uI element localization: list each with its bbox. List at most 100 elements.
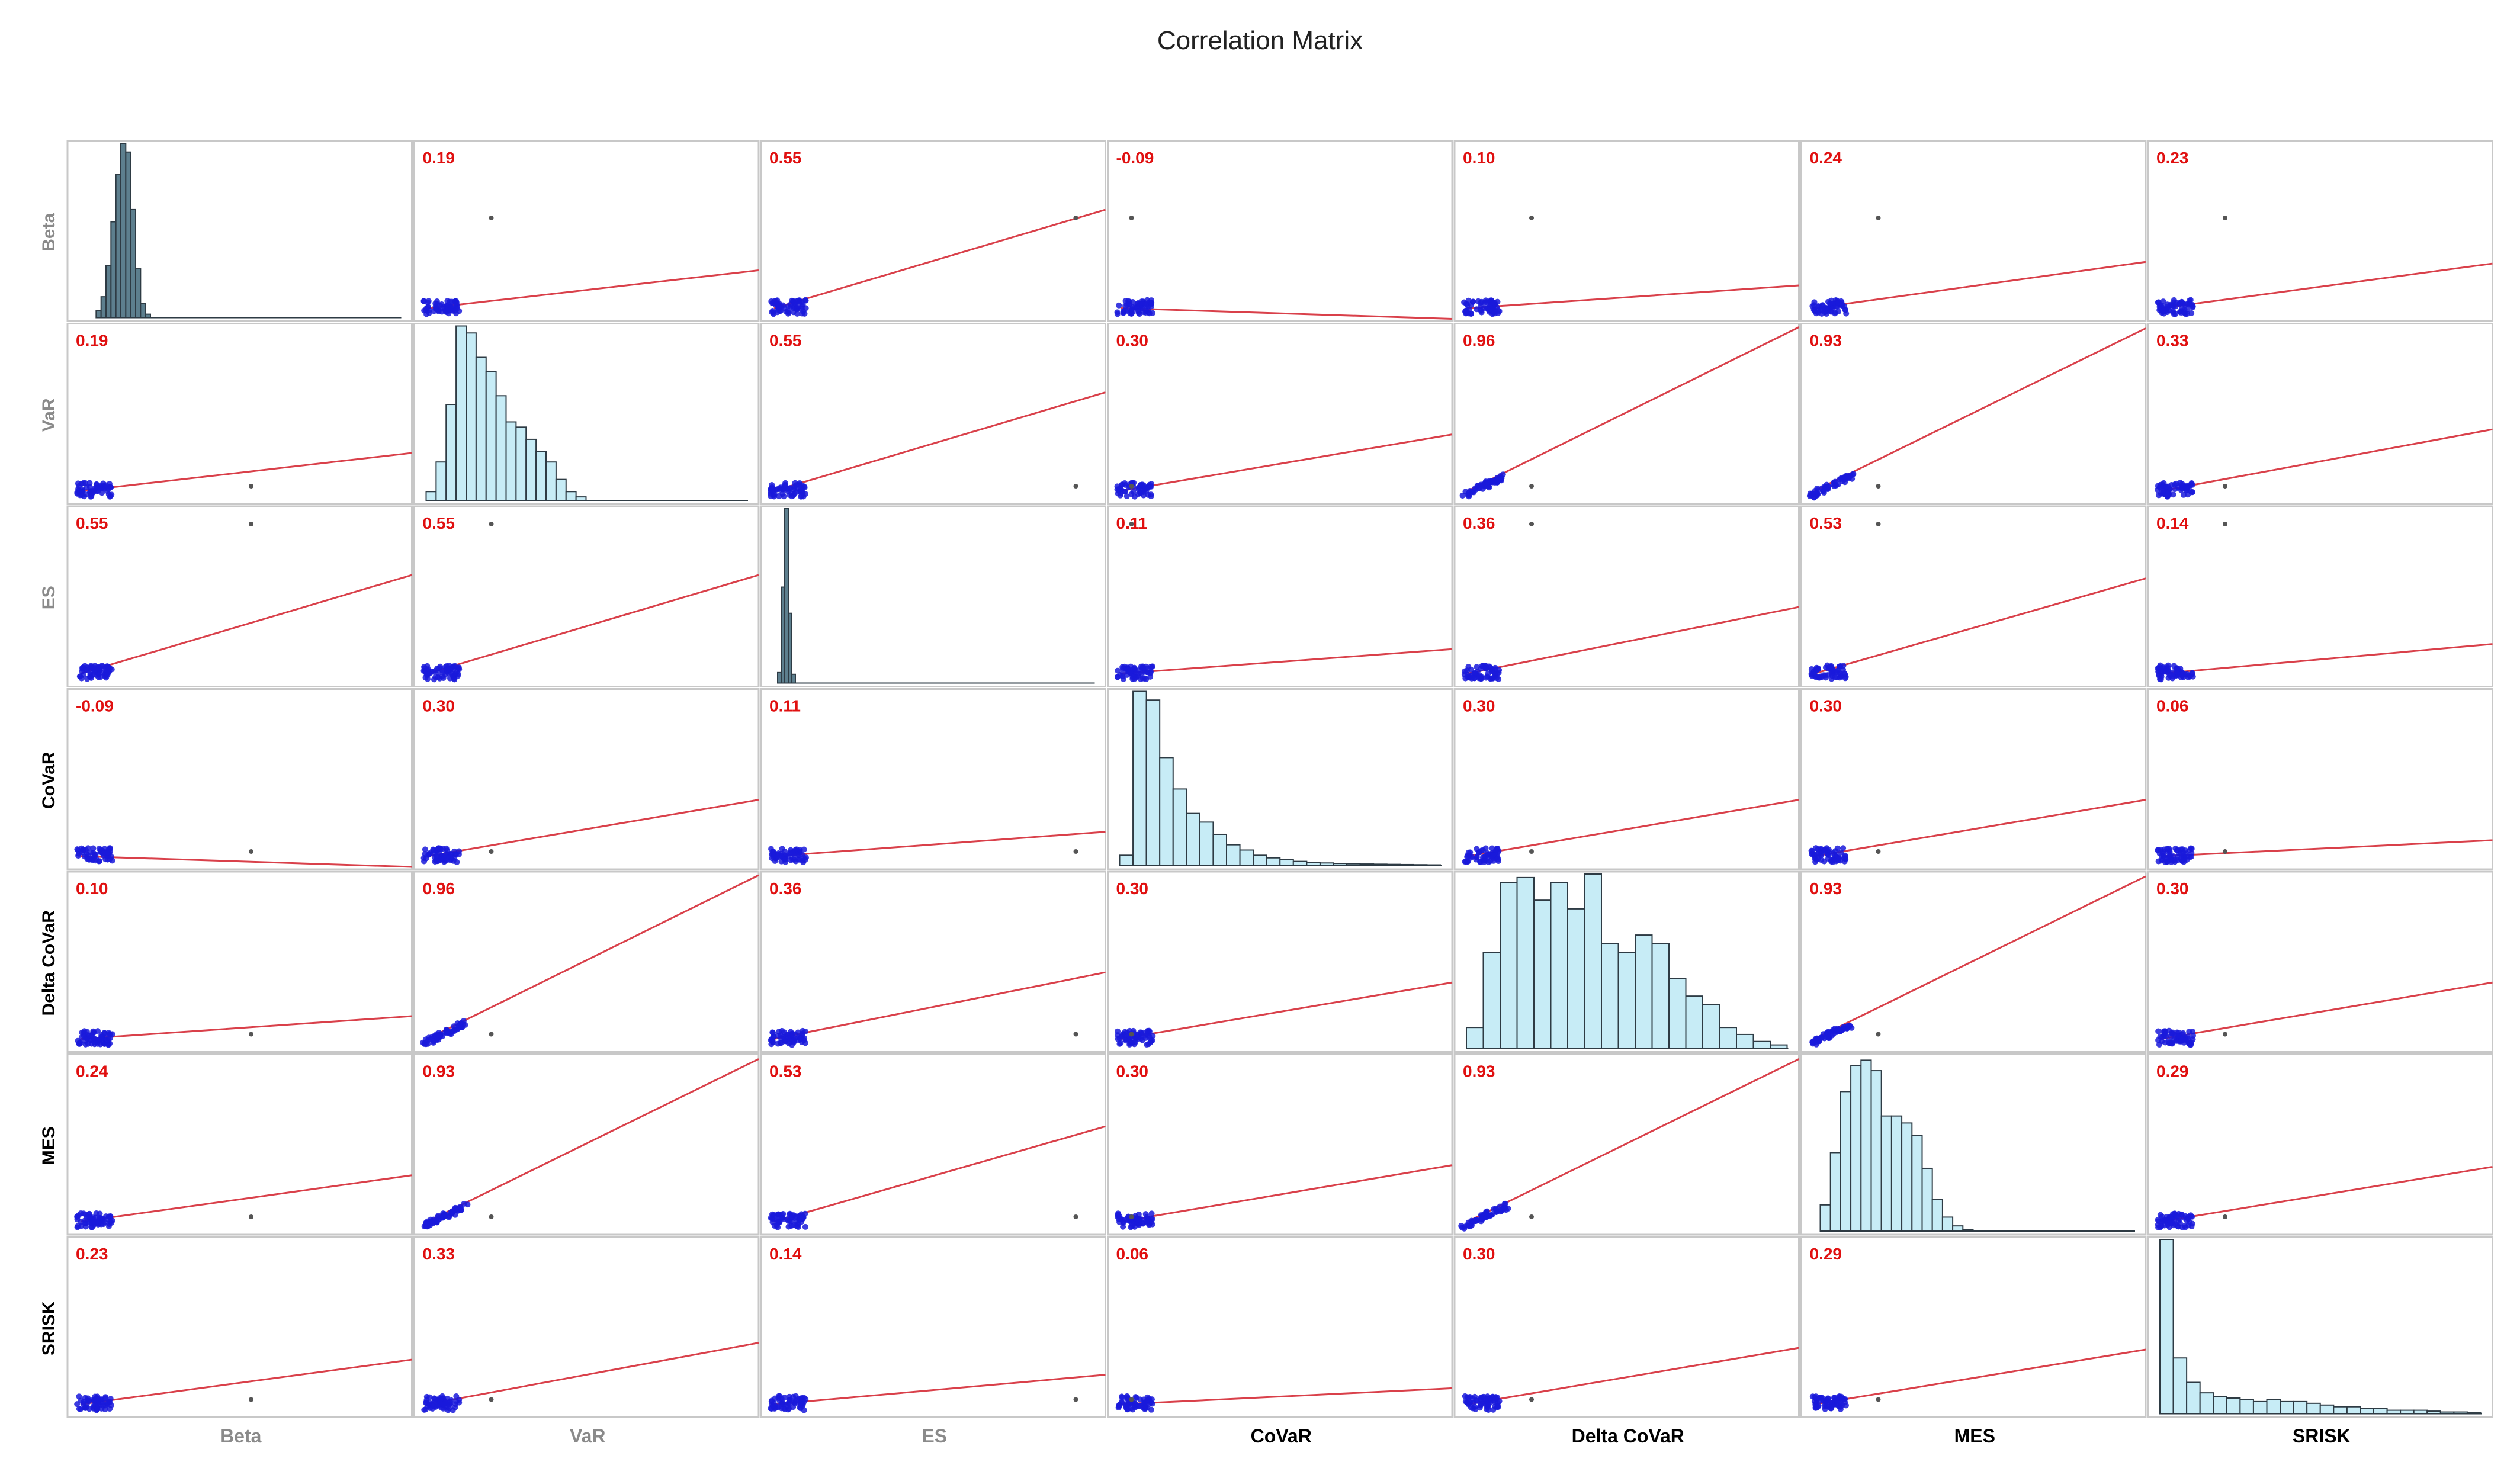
- panel-beta-srisk: [2147, 140, 2493, 322]
- point-covar-es-36: [789, 856, 796, 863]
- fit-line-var-es: [773, 391, 1106, 492]
- hist-bar-var-15: [575, 496, 587, 501]
- point-var-delta-covar-53: [1479, 486, 1486, 492]
- panel-beta-mes: [1800, 140, 2147, 322]
- col-label-delta-covar: Delta CoVaR: [1572, 1425, 1684, 1447]
- point-mes-var-33: [461, 1201, 467, 1207]
- hist-bar-mes-11: [1931, 1199, 1943, 1232]
- point-es-delta-covar-44: [1474, 664, 1480, 670]
- outlier-beta-var: [489, 216, 494, 220]
- point-mes-es-57: [795, 1223, 801, 1230]
- point-srisk-mes-47: [1821, 1403, 1828, 1409]
- point-delta-covar-srisk-56: [2186, 1029, 2192, 1035]
- point-mes-covar-37: [1120, 1223, 1126, 1230]
- corr-label-es-srisk: 0.14: [2156, 514, 2189, 532]
- hist-bar-var-1: [435, 461, 447, 502]
- point-var-covar-37: [1148, 491, 1154, 498]
- point-var-es-28: [785, 485, 792, 491]
- point-beta-srisk-42: [2174, 299, 2180, 306]
- hist-bar-var-6: [485, 371, 497, 501]
- point-var-es-53: [777, 486, 784, 493]
- outlier-covar-mes: [1876, 849, 1881, 854]
- point-mes-srisk-53: [2171, 1210, 2178, 1217]
- fit-line-delta-covar-mes: [1813, 875, 2146, 1040]
- hist-bar-mes-1: [1829, 1152, 1841, 1232]
- point-mes-var-31: [453, 1207, 460, 1213]
- point-var-beta-56: [89, 490, 96, 496]
- panel-es-covar: [1107, 505, 1453, 687]
- panel-beta-covar: [1107, 140, 1453, 322]
- point-es-mes-50: [1836, 663, 1842, 670]
- point-delta-covar-beta-29: [91, 1041, 98, 1048]
- point-mes-srisk-54: [2176, 1220, 2183, 1226]
- point-delta-covar-mes-59: [1814, 1036, 1821, 1042]
- row-label-beta: Beta: [39, 213, 59, 251]
- point-srisk-es-48: [790, 1393, 797, 1400]
- point-es-covar-59: [1147, 664, 1154, 670]
- hist-bar-var-12: [545, 461, 557, 502]
- point-delta-covar-srisk-58: [2179, 1037, 2185, 1043]
- point-beta-es-56: [796, 297, 802, 304]
- point-srisk-mes-58: [1829, 1402, 1835, 1409]
- outlier-es-var: [489, 522, 494, 526]
- row-label-covar: CoVaR: [39, 751, 59, 809]
- point-covar-delta-covar-56: [1476, 849, 1482, 855]
- point-covar-es-56: [797, 847, 803, 853]
- point-srisk-var-51: [447, 1399, 454, 1405]
- point-mes-covar-54: [1136, 1216, 1142, 1223]
- point-beta-srisk-58: [2178, 298, 2185, 305]
- col-label-var: VaR: [570, 1425, 605, 1447]
- panel-mes-srisk: [2147, 1053, 2493, 1236]
- point-var-covar-58: [1118, 486, 1124, 493]
- fit-line-srisk-beta: [80, 1358, 412, 1405]
- panel-delta-covar-var: [413, 870, 760, 1053]
- outlier-delta-covar-covar: [1129, 1032, 1134, 1037]
- panel-srisk-delta-covar: [1453, 1236, 1800, 1418]
- fit-line-es-mes: [1814, 577, 2146, 674]
- point-beta-covar-38: [1114, 309, 1121, 316]
- point-srisk-es-47: [769, 1397, 775, 1404]
- corr-label-var-delta-covar: 0.96: [1463, 332, 1495, 350]
- fit-line-beta-es: [773, 208, 1106, 309]
- hist-bar-srisk-18: [2400, 1409, 2415, 1415]
- point-delta-covar-covar-49: [1122, 1032, 1128, 1039]
- hist-bar-mes-4: [1860, 1059, 1872, 1232]
- corr-label-covar-delta-covar: 0.30: [1463, 697, 1495, 715]
- point-beta-covar-58: [1138, 305, 1145, 311]
- point-var-srisk-53: [2177, 480, 2184, 486]
- point-srisk-covar-44: [1119, 1393, 1125, 1400]
- fit-line-beta-covar: [1121, 307, 1453, 320]
- panel-srisk-covar: [1107, 1236, 1453, 1418]
- corr-label-beta-mes: 0.24: [1810, 149, 1842, 167]
- fit-line-var-beta: [80, 452, 412, 492]
- hist-bar-covar-23: [1426, 864, 1441, 866]
- point-beta-srisk-59: [2161, 307, 2167, 313]
- panel-covar-srisk: [2147, 688, 2493, 870]
- fit-line-mes-covar: [1121, 1164, 1453, 1223]
- hist-bar-srisk-17: [2386, 1409, 2402, 1415]
- outlier-es-covar: [1129, 522, 1134, 526]
- point-delta-covar-es-56: [802, 1028, 808, 1034]
- point-srisk-delta-covar-54: [1495, 1403, 1501, 1410]
- fit-line-covar-srisk: [2161, 839, 2493, 857]
- panel-covar-mes: [1800, 688, 2147, 870]
- point-mes-var-59: [423, 1220, 429, 1226]
- hist-bar-mes-10: [1921, 1167, 1933, 1232]
- outlier-srisk-var: [489, 1397, 494, 1402]
- point-mes-es-55: [771, 1223, 778, 1229]
- point-delta-covar-beta-57: [107, 1035, 113, 1042]
- point-covar-var-56: [434, 853, 440, 859]
- point-covar-mes-56: [1809, 847, 1816, 854]
- hist-bar-covar-3: [1159, 757, 1174, 867]
- point-srisk-beta-45: [84, 1404, 90, 1410]
- corr-label-es-mes: 0.53: [1810, 514, 1842, 532]
- point-var-mes-59: [1824, 481, 1830, 488]
- point-mes-delta-covar-54: [1503, 1207, 1510, 1213]
- fit-line-delta-covar-var: [426, 874, 759, 1040]
- hist-bar-beta-2: [100, 296, 107, 319]
- point-mes-var-55: [452, 1212, 458, 1218]
- outlier-beta-delta-covar: [1529, 216, 1534, 220]
- hist-bar-var-5: [475, 356, 487, 502]
- outlier-srisk-es: [1073, 1397, 1078, 1402]
- point-delta-covar-es-52: [769, 1037, 775, 1044]
